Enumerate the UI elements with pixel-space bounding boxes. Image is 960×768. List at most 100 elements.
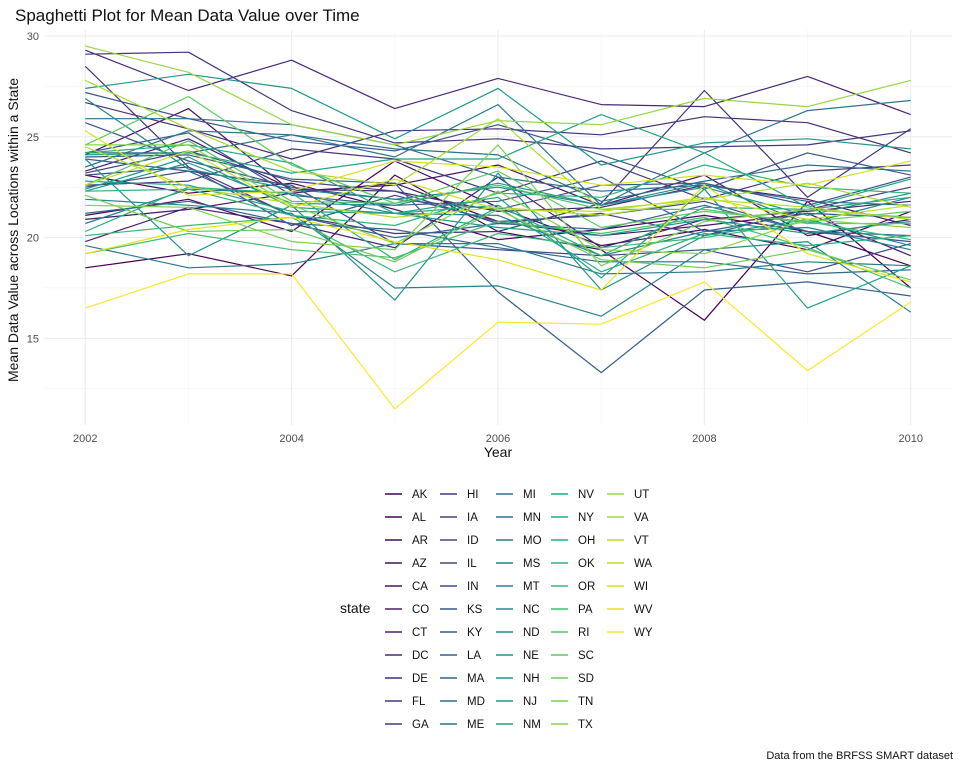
x-tick-label: 2008 <box>692 433 716 445</box>
series-line-tn <box>85 144 911 267</box>
x-axis-title: Year <box>484 444 513 460</box>
x-tick-label: 2002 <box>73 433 97 445</box>
series-line-ma <box>85 158 911 239</box>
series-line-ut <box>85 45 911 146</box>
series-line-la <box>85 154 911 374</box>
series-line-ny <box>85 144 911 257</box>
y-tick-label: 15 <box>27 333 39 345</box>
legend-label-ne: NE <box>523 650 539 662</box>
series-line-wa <box>85 150 911 220</box>
legend-title: state <box>340 600 371 616</box>
legend-label-nd: ND <box>523 627 540 639</box>
legend-label-fl: FL <box>412 696 426 708</box>
legend-label-wv: WV <box>634 604 653 616</box>
series-line-wv <box>85 184 911 291</box>
legend-label-ak: AK <box>412 489 428 501</box>
legend-label-tn: TN <box>578 696 593 708</box>
chart-title: Spaghetti Plot for Mean Data Value over … <box>15 6 360 25</box>
series-line-ok <box>85 164 911 227</box>
legend-label-id: ID <box>467 535 479 547</box>
series-line-mo <box>85 243 911 275</box>
legend-label-ok: OK <box>578 558 595 570</box>
series-line-pa <box>85 216 911 289</box>
legend-label-nm: NM <box>523 719 541 731</box>
series-line-wy <box>85 273 912 410</box>
legend-label-il: IL <box>467 558 477 570</box>
legend: AK AL AR AZ CA CO CT DC DE FL GA HI IA ID IL IN KS KY LA MA… <box>385 489 653 731</box>
legend-label-ks: KS <box>467 604 483 616</box>
series-line-ri <box>85 140 911 225</box>
series-line-fl <box>84 65 912 235</box>
legend-label-mo: MO <box>523 535 542 547</box>
legend-label-md: MD <box>467 696 485 708</box>
series-line-al <box>85 174 911 267</box>
legend-label-ia: IA <box>467 512 478 524</box>
y-tick-label: 30 <box>27 31 39 43</box>
y-tick-label: 25 <box>27 132 39 144</box>
series-line-az <box>85 107 911 237</box>
legend-label-ut: UT <box>634 489 649 501</box>
legend-label-ca: CA <box>412 581 428 593</box>
series-line-ga <box>85 51 911 150</box>
series-line-de <box>85 102 911 160</box>
legend-label-mt: MT <box>523 581 540 593</box>
legend-label-nv: NV <box>578 489 594 501</box>
legend-label-dc: DC <box>412 650 429 662</box>
legend-label-in: IN <box>467 581 479 593</box>
legend-label-de: DE <box>412 673 428 685</box>
series-line-va <box>85 79 911 210</box>
legend-label-mi: MI <box>523 489 536 501</box>
legend-label-wa: WA <box>634 558 652 570</box>
legend-label-nj: NJ <box>523 696 537 708</box>
legend-label-va: VA <box>634 512 649 524</box>
legend-label-or: OR <box>578 581 595 593</box>
series-lines <box>84 45 912 410</box>
legend-label-wi: WI <box>634 581 648 593</box>
legend-label-ga: GA <box>412 719 429 731</box>
series-line-nh <box>85 73 911 166</box>
series-line-mi <box>85 134 911 202</box>
legend-label-ky: KY <box>467 627 483 639</box>
series-line-nj <box>85 156 911 237</box>
series-line-me <box>85 118 911 206</box>
x-tick-label: 2006 <box>486 433 510 445</box>
legend-label-co: CO <box>412 604 429 616</box>
legend-label-oh: OH <box>578 535 595 547</box>
legend-label-ri: RI <box>578 627 590 639</box>
series-line-md <box>85 200 911 275</box>
legend-label-vt: VT <box>634 535 649 547</box>
series-line-sc <box>85 95 911 229</box>
legend-label-ct: CT <box>412 627 427 639</box>
series-line-dc <box>85 49 911 116</box>
legend-label-nc: NC <box>523 604 540 616</box>
axis-ticks: 2002 2004 2006 2008 2010 15 20 25 30 <box>27 31 923 445</box>
legend-label-wy: WY <box>634 627 653 639</box>
y-tick-label: 20 <box>27 233 39 245</box>
legend-label-ar: AR <box>412 535 428 547</box>
legend-label-hi: HI <box>467 489 479 501</box>
legend-label-al: AL <box>412 512 427 524</box>
series-line-ne <box>85 162 911 216</box>
series-line-wi <box>84 130 911 196</box>
legend-label-ny: NY <box>578 512 594 524</box>
legend-label-la: LA <box>467 650 481 662</box>
legend-label-nh: NH <box>523 673 540 685</box>
legend-label-sc: SC <box>578 650 594 662</box>
legend-label-me: ME <box>467 719 485 731</box>
chart-caption: Data from the BRFSS SMART dataset <box>766 750 953 762</box>
gridlines <box>44 30 952 425</box>
series-line-mn <box>85 99 911 206</box>
series-line-vt <box>85 146 911 220</box>
series-line-or <box>85 216 911 273</box>
legend-label-ma: MA <box>467 673 485 685</box>
y-axis-title: Mean Data Value across Locations within … <box>5 78 21 382</box>
series-line-mt <box>85 198 912 317</box>
legend-label-ms: MS <box>523 558 541 570</box>
series-line-ks <box>85 91 911 190</box>
series-line-ky <box>85 132 911 233</box>
legend-label-az: AZ <box>412 558 427 570</box>
legend-label-sd: SD <box>578 673 594 685</box>
series-line-co <box>85 138 911 227</box>
